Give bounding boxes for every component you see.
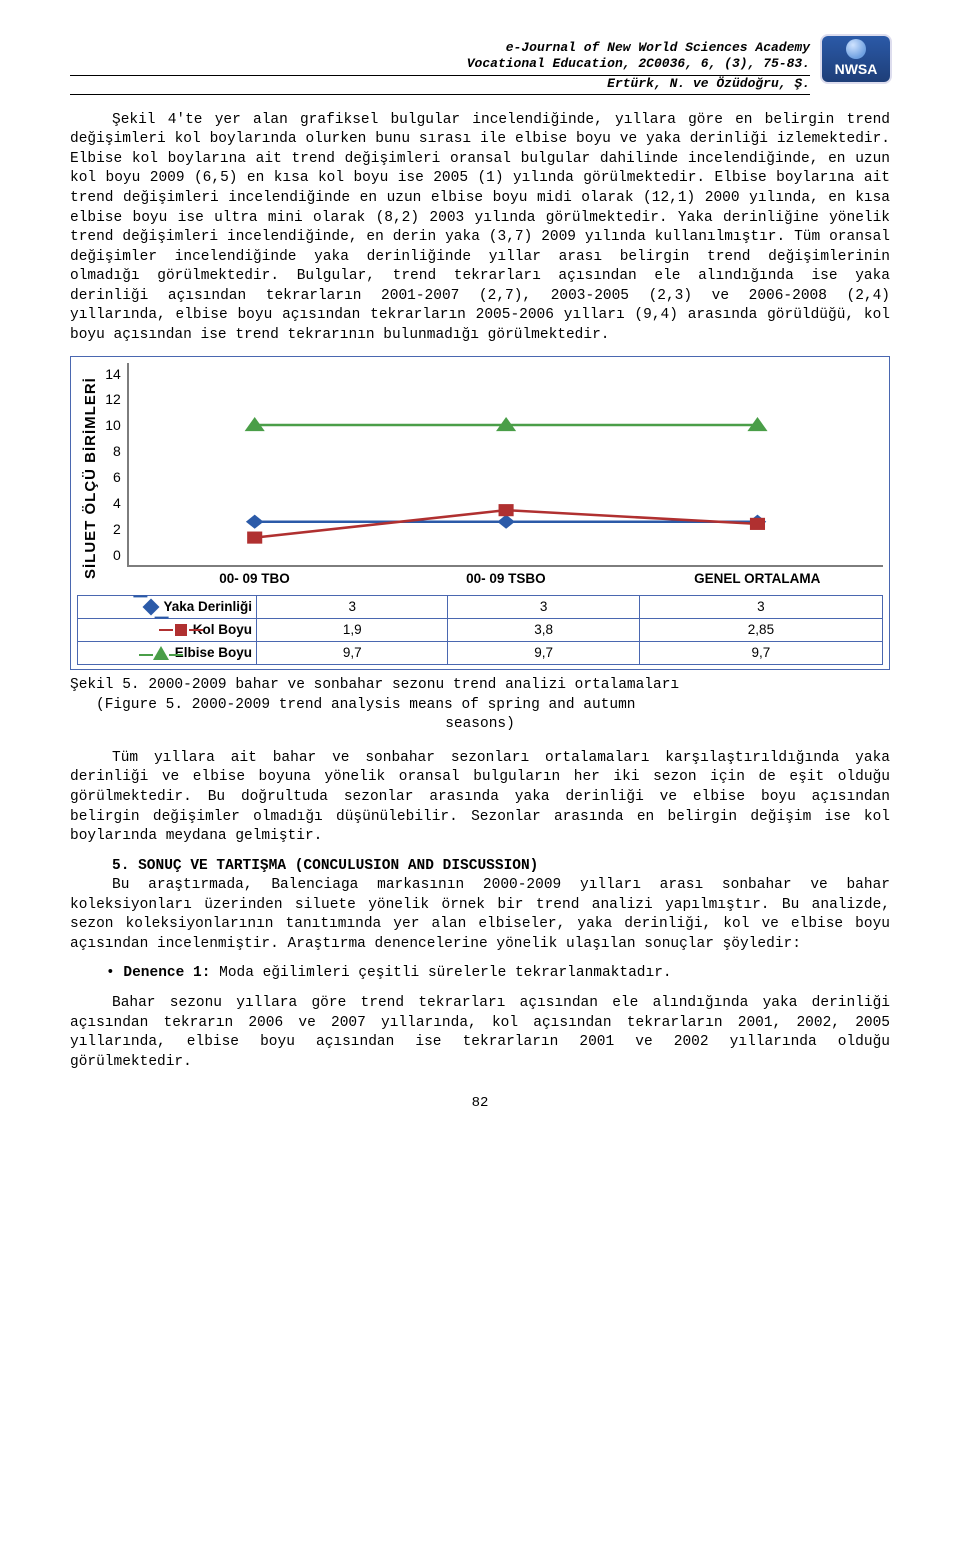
denence-1-bullet: Denence 1: Moda eğilimleri çeşitli sürel… [120,964,890,984]
x-cat-0: 00- 09 TBO [129,570,380,588]
legend-row-yaka: Yaka Derinliği 3 3 3 [78,595,883,618]
header-authors: Ertürk, N. ve Özüdoğru, Ş. [70,76,810,92]
nwsa-logo: NWSA [822,36,890,82]
legend-row-elbise: Elbise Boyu 9,7 9,7 9,7 [78,641,883,664]
square-icon [175,624,187,636]
x-cat-1: 00- 09 TSBO [380,570,631,588]
diamond-icon [143,598,160,615]
section-5-p1: Bu araştırmada, Balenciaga markasının 20… [70,876,890,954]
triangle-icon [153,646,169,660]
chart-plot-area: 00- 09 TBO 00- 09 TSBO GENEL ORTALAMA [127,363,883,567]
y-axis-label: SİLUET ÖLÇÜ BİRİMLERİ [77,363,105,593]
paragraph-1: Şekil 4'te yer alan grafiksel bulgular i… [70,111,890,346]
globe-icon [846,39,866,59]
y-axis-ticks: 14 12 10 8 6 4 2 0 [105,365,127,565]
x-cat-2: GENEL ORTALAMA [632,570,883,588]
section-5-heading: 5. SONUÇ VE TARTIŞMA (CONCULUSION AND DI… [112,857,890,877]
legend-row-kol: Kol Boyu 1,9 3,8 2,85 [78,618,883,641]
x-axis-categories: 00- 09 TBO 00- 09 TSBO GENEL ORTALAMA [129,570,883,588]
page-number: 82 [70,1094,890,1113]
figure-5-chart: SİLUET ÖLÇÜ BİRİMLERİ 14 12 10 8 6 4 2 0… [70,356,890,671]
page-header: e-Journal of New World Sciences Academy … [70,40,890,95]
chart-legend-table: Yaka Derinliği 3 3 3 Kol Boyu 1,9 3,8 2,… [77,595,883,666]
header-journal: e-Journal of New World Sciences Academy [70,40,810,56]
figure-5-caption: Şekil 5. 2000-2009 bahar ve sonbahar sez… [70,676,890,735]
header-citation: Vocational Education, 2C0036, 6, (3), 75… [70,56,810,72]
paragraph-2: Tüm yıllara ait bahar ve sonbahar sezonl… [70,749,890,847]
section-5-p2: Bahar sezonu yıllara göre trend tekrarla… [70,994,890,1072]
